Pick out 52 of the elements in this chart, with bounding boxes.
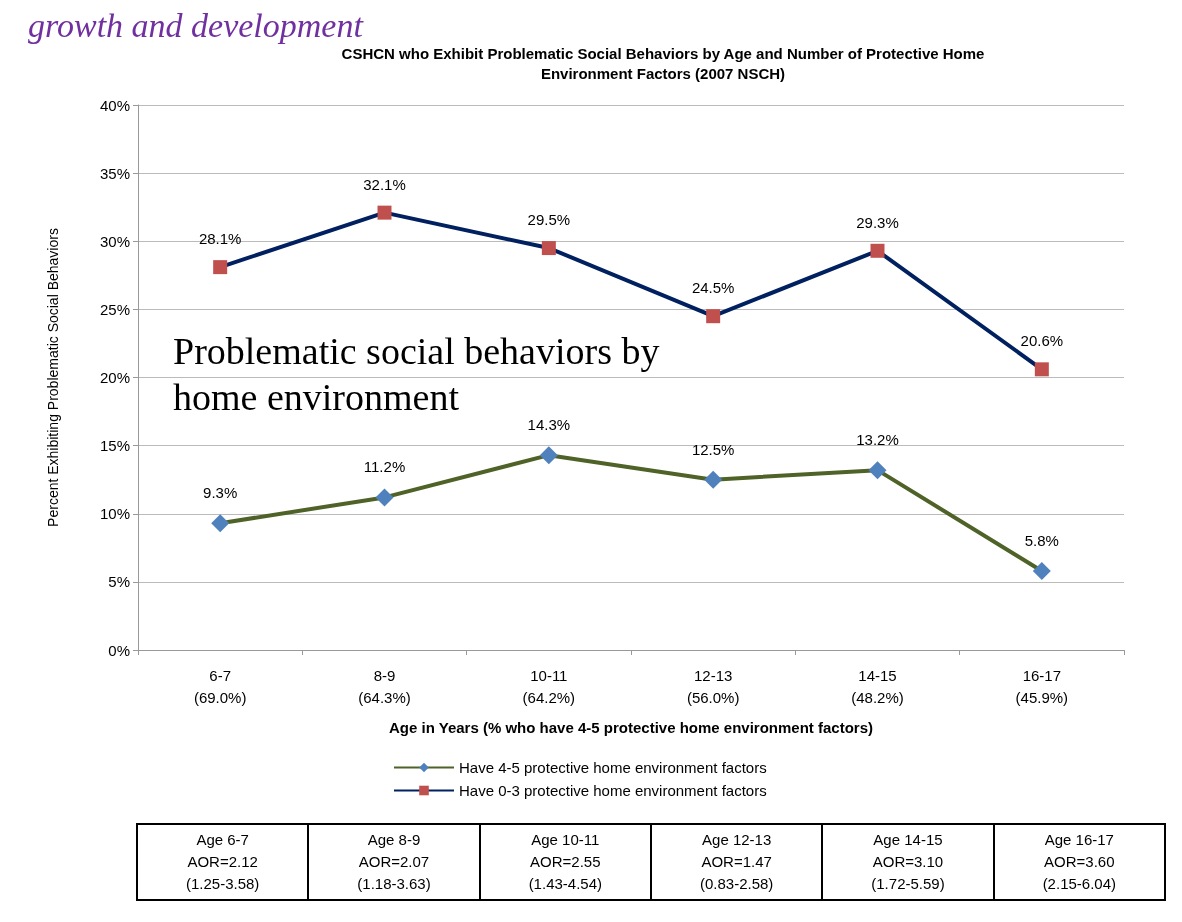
text: Age 10-11 AOR=2.55 (1.43-4.54) (479, 824, 651, 900)
y-tick-label: 0% (108, 641, 130, 659)
y-tick-label: 10% (99, 505, 130, 523)
point (870, 243, 885, 258)
x-tick-label: 6-7 (69.0%) (193, 666, 247, 706)
data-label: 11.2% (363, 458, 406, 476)
data-label: 29.5% (527, 211, 571, 229)
point (539, 446, 558, 465)
data-label: 29.3% (856, 213, 899, 231)
x-tick-label: 12-13 (56.0%) (686, 666, 740, 706)
data-label: 24.5% (691, 279, 735, 297)
y-axis-title: Percent Exhibiting Problematic Social Behaviors (45, 228, 61, 527)
y-tick-label: 30% (99, 232, 130, 250)
text: Age 16-17 AOR=3.60 (2.15-6.04) (993, 824, 1165, 900)
point (377, 205, 392, 220)
point (213, 260, 228, 275)
data-label: 12.5% (691, 440, 735, 458)
legend-label: Have 4-5 protective home environment factors (459, 759, 767, 776)
point (868, 461, 887, 480)
data-label: 20.6% (1020, 332, 1064, 350)
legend-label: Have 0-3 protective home environment factors (459, 782, 767, 799)
text: growth and development (28, 6, 365, 44)
x-axis-title: Age in Years (% who have 4-5 protective home environment factors) (388, 719, 874, 736)
point (1034, 362, 1049, 377)
y-tick-label: 5% (108, 573, 130, 591)
y-tick-label: 20% (99, 369, 130, 386)
text: Age 6-7 AOR=2.12 (1.25-3.58) (137, 824, 309, 900)
data-label: 32.1% (363, 175, 406, 193)
data-label: 14.3% (527, 416, 571, 434)
text: Age 14-15 AOR=3.10 (1.72-5.59) (822, 824, 994, 900)
point (211, 514, 230, 533)
chart-title: CSHCN who Exhibit Problematic Social Behaviors by Age and Number of Protective Home Environment Factors (2007 NSCH) (341, 44, 985, 82)
data-label: 5.8% (1024, 531, 1059, 549)
data-label: 9.3% (203, 484, 238, 502)
y-tick-label: 40% (99, 96, 130, 114)
y-tick-label: 15% (99, 437, 130, 455)
y-tick-label: 25% (99, 300, 130, 318)
point (704, 470, 723, 489)
x-tick-label: 8-9 (64.3%) (358, 666, 411, 706)
x-tick-label: 14-15 (48.2%) (851, 666, 904, 706)
text: Age 12-13 AOR=1.47 (0.83-2.58) (650, 824, 823, 900)
annotation: Problematic social behaviors by home environment (173, 330, 660, 418)
point (541, 241, 556, 256)
x-tick-label: 10-11 (64.2%) (522, 666, 576, 706)
y-tick-label: 35% (99, 164, 130, 182)
x-tick-label: 16-17 (45.9%) (1015, 666, 1069, 706)
point (706, 309, 721, 324)
point (375, 488, 394, 507)
data-label: 28.1% (198, 230, 242, 248)
text: Age 8-9 AOR=2.07 (1.18-3.63) (308, 824, 480, 900)
point (1032, 561, 1051, 580)
data-label: 13.2% (856, 431, 899, 449)
